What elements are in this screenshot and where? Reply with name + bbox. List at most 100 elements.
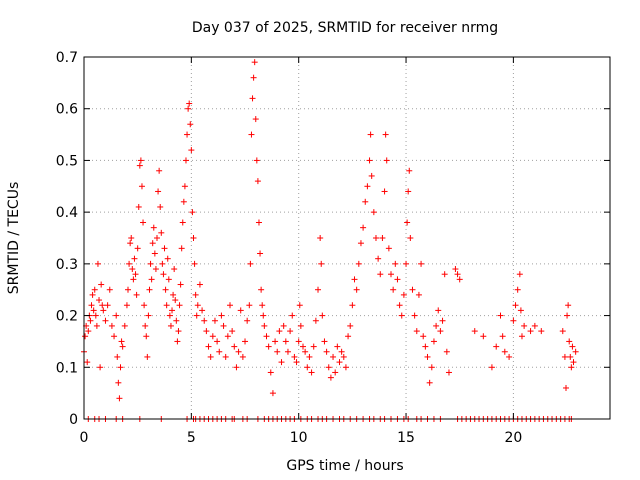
data-point bbox=[115, 379, 122, 386]
data-point bbox=[87, 317, 94, 324]
data-point bbox=[140, 219, 147, 226]
y-tick-label: 0.5 bbox=[56, 153, 78, 169]
data-point bbox=[248, 131, 255, 138]
data-point bbox=[224, 333, 231, 340]
data-point bbox=[201, 317, 208, 324]
data-point bbox=[388, 271, 395, 278]
data-point bbox=[506, 353, 513, 360]
data-point bbox=[205, 343, 212, 350]
data-point bbox=[282, 338, 289, 345]
x-tick-label: 15 bbox=[397, 430, 415, 446]
grid-lines bbox=[84, 57, 610, 419]
data-point bbox=[174, 338, 181, 345]
data-point bbox=[244, 317, 251, 324]
data-point bbox=[169, 307, 176, 314]
data-point bbox=[187, 121, 194, 128]
data-point bbox=[441, 271, 448, 278]
data-marks bbox=[81, 59, 579, 422]
data-point bbox=[164, 255, 171, 262]
data-point bbox=[165, 276, 172, 283]
data-point bbox=[308, 369, 315, 376]
data-point bbox=[242, 338, 249, 345]
data-point bbox=[310, 343, 317, 350]
data-point bbox=[418, 260, 425, 267]
x-tick-label: 10 bbox=[290, 430, 308, 446]
data-point bbox=[239, 353, 246, 360]
data-point bbox=[327, 374, 334, 381]
data-point bbox=[306, 353, 313, 360]
data-point bbox=[299, 343, 306, 350]
x-tick-label: 5 bbox=[187, 430, 196, 446]
data-point bbox=[184, 131, 191, 138]
data-point bbox=[426, 379, 433, 386]
data-point bbox=[383, 157, 390, 164]
data-point bbox=[323, 348, 330, 355]
data-point bbox=[456, 276, 463, 283]
data-point bbox=[435, 307, 442, 314]
data-point bbox=[203, 328, 210, 335]
data-point bbox=[411, 312, 418, 319]
data-point bbox=[353, 286, 360, 293]
data-point bbox=[106, 286, 113, 293]
data-point bbox=[420, 333, 427, 340]
data-point bbox=[163, 302, 170, 309]
data-point bbox=[362, 198, 369, 205]
data-point bbox=[336, 359, 343, 366]
data-point bbox=[160, 271, 167, 278]
data-point bbox=[261, 322, 268, 329]
data-point bbox=[319, 312, 326, 319]
data-point bbox=[321, 338, 328, 345]
data-point bbox=[161, 245, 168, 252]
x-tick-labels: 0 5 10 15 20 bbox=[80, 430, 523, 446]
data-point bbox=[250, 74, 257, 81]
y-tick-label: 0.4 bbox=[56, 205, 78, 221]
data-point bbox=[172, 297, 179, 304]
data-point bbox=[274, 348, 281, 355]
data-point bbox=[145, 312, 152, 319]
data-point bbox=[400, 291, 407, 298]
data-point bbox=[318, 260, 325, 267]
data-point bbox=[148, 276, 155, 283]
data-point bbox=[155, 188, 162, 195]
data-point bbox=[360, 224, 367, 231]
data-point bbox=[272, 338, 279, 345]
data-point bbox=[214, 338, 221, 345]
data-point bbox=[287, 328, 294, 335]
data-point bbox=[370, 209, 377, 216]
data-point bbox=[175, 328, 182, 335]
data-point bbox=[121, 322, 128, 329]
y-tick-label: 0.1 bbox=[56, 360, 78, 376]
data-point bbox=[565, 302, 572, 309]
data-point bbox=[82, 333, 89, 340]
data-point bbox=[562, 384, 569, 391]
data-point bbox=[102, 317, 109, 324]
data-point bbox=[396, 302, 403, 309]
data-point bbox=[97, 364, 104, 371]
data-point bbox=[177, 281, 184, 288]
data-point bbox=[222, 353, 229, 360]
data-point bbox=[385, 245, 392, 252]
y-axis-label: SRMTID / TECUs bbox=[6, 182, 22, 295]
data-point bbox=[566, 338, 573, 345]
data-point bbox=[209, 333, 216, 340]
data-point bbox=[342, 364, 349, 371]
data-point bbox=[488, 364, 495, 371]
data-point bbox=[302, 348, 309, 355]
data-point bbox=[258, 286, 265, 293]
data-point bbox=[216, 348, 223, 355]
data-point bbox=[171, 266, 178, 273]
data-point bbox=[88, 302, 95, 309]
data-point bbox=[119, 343, 126, 350]
data-point bbox=[405, 188, 412, 195]
data-point bbox=[516, 271, 523, 278]
data-point bbox=[231, 343, 238, 350]
data-point bbox=[136, 162, 143, 169]
data-point bbox=[193, 312, 200, 319]
data-point bbox=[403, 260, 410, 267]
data-point bbox=[137, 157, 144, 164]
data-point bbox=[118, 338, 125, 345]
data-point bbox=[199, 307, 206, 314]
data-point bbox=[510, 317, 517, 324]
data-point bbox=[572, 348, 579, 355]
